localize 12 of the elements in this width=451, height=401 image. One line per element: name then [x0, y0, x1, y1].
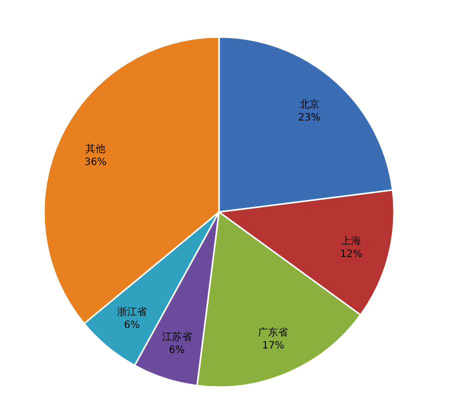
- slice-label: 北京: [299, 98, 320, 111]
- slice-label: 浙江省: [116, 306, 147, 318]
- slice-label: 江苏省: [162, 330, 192, 343]
- data-label: 17%: [262, 340, 284, 352]
- data-label: 6%: [124, 320, 140, 332]
- data-label: 6%: [168, 344, 185, 356]
- slice-label: 上海: [341, 234, 362, 247]
- data-label: 12%: [340, 248, 362, 260]
- slice-label: 广东省: [258, 326, 288, 338]
- data-label: 36%: [84, 156, 107, 168]
- data-label: 23%: [298, 112, 320, 124]
- slice-label: 其他: [85, 142, 106, 155]
